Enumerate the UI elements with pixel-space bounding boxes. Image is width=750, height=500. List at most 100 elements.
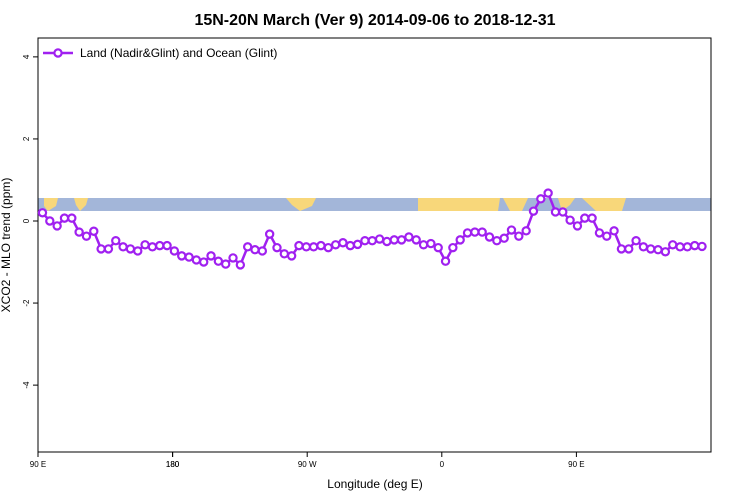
data-point xyxy=(602,231,612,241)
y-tick-label: -2 xyxy=(22,299,31,307)
data-point xyxy=(389,235,399,245)
data-point xyxy=(330,240,341,250)
data-point xyxy=(550,207,561,217)
data-point xyxy=(558,207,568,217)
data-point xyxy=(580,213,590,223)
data-point xyxy=(682,242,693,252)
data-point xyxy=(631,235,641,246)
data-point xyxy=(89,226,99,236)
data-point xyxy=(67,213,77,223)
data-point xyxy=(455,235,465,245)
data-point xyxy=(140,240,150,250)
data-point xyxy=(514,231,524,241)
data-point xyxy=(638,242,649,252)
data-point xyxy=(594,228,605,238)
data-point xyxy=(155,240,165,251)
chart-title: 15N-20N March (Ver 9) 2014-09-06 to 2018… xyxy=(194,12,555,29)
data-point xyxy=(499,233,509,243)
data-point xyxy=(440,256,451,266)
data-point xyxy=(177,251,187,261)
data-point xyxy=(587,213,597,223)
data-point xyxy=(338,238,348,248)
data-point xyxy=(433,242,443,253)
data-point xyxy=(81,231,92,241)
x-tick-label: 0 xyxy=(440,460,445,469)
data-point xyxy=(689,240,700,251)
plot-frame xyxy=(37,37,712,453)
data-point xyxy=(272,242,282,253)
data-point xyxy=(264,229,275,239)
data-point xyxy=(323,242,333,253)
data-point xyxy=(382,236,392,247)
data-point xyxy=(37,208,48,218)
x-tick-label: 90 E xyxy=(568,460,584,469)
data-point xyxy=(492,235,502,246)
map-band xyxy=(38,198,711,211)
legend-label: Land (Nadir&Glint) and Ocean (Glint) xyxy=(80,46,277,60)
data-point xyxy=(660,247,671,257)
data-point xyxy=(213,256,224,266)
y-axis-label: XCO2 - MLO trend (ppm) xyxy=(0,178,13,313)
data-point xyxy=(668,240,678,250)
data-point xyxy=(404,232,414,242)
data-point xyxy=(543,188,553,198)
data-point xyxy=(536,194,546,204)
data-point xyxy=(45,216,55,226)
data-point xyxy=(242,242,253,252)
data-point xyxy=(235,260,246,270)
legend-marker xyxy=(53,48,63,58)
data-point xyxy=(125,244,136,254)
y-tick-label: 0 xyxy=(22,218,31,223)
data-point xyxy=(396,235,407,245)
data-point xyxy=(52,221,62,231)
data-point xyxy=(228,253,238,263)
data-point xyxy=(360,235,370,246)
data-point xyxy=(220,259,231,269)
data-point xyxy=(624,244,634,254)
data-point xyxy=(470,227,480,237)
x-tick-label: 180 xyxy=(166,460,180,469)
data-point xyxy=(191,255,202,265)
y-tick-label: -4 xyxy=(22,381,31,389)
data-point xyxy=(257,246,268,256)
data-point xyxy=(111,235,121,246)
data-point xyxy=(462,228,473,238)
data-point xyxy=(184,252,194,262)
data-point xyxy=(308,242,319,252)
y-tick-label: 2 xyxy=(22,136,31,141)
data-point xyxy=(345,240,355,251)
data-point xyxy=(118,242,128,252)
data-point xyxy=(411,235,421,245)
data-point xyxy=(697,241,707,252)
data-point xyxy=(506,225,517,235)
data-point xyxy=(367,235,377,246)
data-point xyxy=(301,242,312,252)
data-point xyxy=(133,246,143,256)
data-point xyxy=(616,244,627,254)
data-point xyxy=(565,215,575,225)
data-point xyxy=(162,240,172,251)
data-point xyxy=(169,246,180,256)
data-point xyxy=(374,234,385,244)
data-point xyxy=(528,206,539,216)
data-point xyxy=(418,240,429,250)
data-point xyxy=(59,213,70,223)
data-point xyxy=(96,244,106,254)
data-point xyxy=(103,244,114,254)
data-point xyxy=(352,239,363,250)
data-point xyxy=(609,226,619,236)
x-tick-label: 90 W xyxy=(298,460,317,469)
data-point xyxy=(448,242,458,253)
data-point xyxy=(286,251,297,261)
data-point xyxy=(316,240,326,251)
x-tick-label: 180 xyxy=(166,460,180,469)
data-point xyxy=(279,249,290,259)
data-point xyxy=(147,242,158,252)
data-point xyxy=(74,227,84,237)
x-tick-label: 90 E xyxy=(30,460,46,469)
data-point xyxy=(521,226,531,236)
x-axis-label: Longitude (deg E) xyxy=(327,477,422,491)
data-point xyxy=(675,242,685,252)
data-point xyxy=(294,240,304,251)
